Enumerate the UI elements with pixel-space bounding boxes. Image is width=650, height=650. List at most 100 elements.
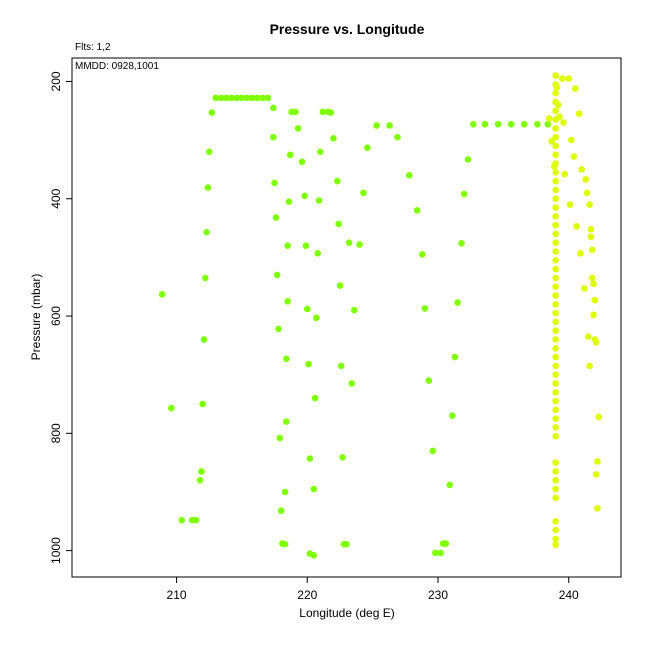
x-axis: 210 220 230 240: [167, 576, 579, 602]
data-point: [552, 406, 559, 414]
data-point: [590, 311, 597, 319]
data-point: [566, 201, 574, 208]
data-point: [552, 292, 559, 299]
data-point: [198, 468, 205, 475]
data-point: [494, 120, 502, 128]
data-point: [582, 176, 590, 183]
data-point: [460, 190, 468, 198]
data-point: [552, 336, 559, 343]
data-point: [306, 455, 314, 462]
y-axis: 200 400 600 800 1000: [49, 71, 73, 564]
data-point: [560, 119, 567, 126]
data-point: [200, 336, 208, 343]
data-point: [553, 84, 561, 91]
data-point: [578, 166, 586, 173]
data-point: [360, 189, 367, 197]
data-point: [413, 207, 421, 214]
data-point: [421, 305, 429, 312]
data-point: [520, 120, 528, 128]
y-tick-label: 400: [49, 188, 63, 208]
data-point: [373, 122, 380, 129]
data-point: [317, 148, 324, 156]
data-point: [595, 413, 603, 421]
data-point: [587, 225, 595, 233]
date-annotation: MMDD: 0928,1001: [75, 61, 159, 72]
data-point: [327, 109, 335, 116]
y-tick-label: 800: [49, 423, 63, 443]
data-point: [264, 94, 272, 102]
data-point: [552, 177, 559, 185]
data-point: [552, 415, 559, 422]
data-point: [573, 223, 580, 230]
data-point: [451, 353, 459, 361]
data-point: [283, 418, 290, 425]
data-point: [254, 94, 261, 102]
data-point: [552, 213, 559, 220]
data-point: [249, 94, 256, 102]
data-point: [270, 104, 277, 112]
data-point: [429, 447, 437, 455]
data-point: [590, 280, 597, 288]
data-point: [552, 541, 559, 549]
data-point: [586, 362, 593, 370]
data-point: [192, 516, 200, 524]
data-point: [437, 549, 444, 557]
flights-annotation: Flts: 1,2: [75, 42, 111, 53]
data-point: [588, 274, 596, 282]
data-point: [583, 189, 591, 197]
data-point: [281, 540, 289, 548]
data-point: [552, 257, 559, 264]
data-point: [228, 94, 235, 102]
data-point: [570, 153, 578, 160]
data-point: [552, 362, 559, 370]
data-point: [275, 325, 282, 333]
data-point: [311, 394, 319, 402]
plot-area: [71, 57, 622, 578]
x-tick-label: 230: [428, 588, 448, 602]
data-point: [552, 283, 559, 291]
data-point: [552, 344, 559, 352]
data-point: [552, 301, 559, 308]
data-point: [552, 535, 559, 543]
data-point: [552, 248, 559, 255]
data-point: [552, 327, 559, 334]
data-point: [565, 75, 573, 82]
data-point: [592, 339, 600, 346]
data-point: [205, 148, 213, 156]
data-points: [158, 72, 603, 559]
data-point: [585, 333, 592, 340]
data-point: [432, 549, 439, 557]
data-point: [284, 298, 291, 305]
data-point: [204, 184, 212, 191]
data-point: [339, 454, 346, 461]
data-point: [335, 220, 342, 228]
data-point: [592, 471, 600, 478]
data-point: [588, 246, 596, 254]
data-point: [552, 388, 559, 396]
data-point: [233, 94, 240, 102]
data-point: [199, 400, 207, 408]
data-point: [558, 75, 566, 82]
data-point: [552, 169, 559, 176]
data-point: [552, 485, 559, 493]
data-point: [552, 424, 559, 431]
data-point: [294, 125, 302, 132]
data-point: [298, 158, 306, 166]
data-point: [552, 204, 559, 211]
data-point: [594, 458, 601, 465]
data-point: [552, 89, 559, 97]
data-point: [301, 192, 308, 200]
data-point: [314, 249, 322, 257]
data-point: [548, 137, 556, 145]
chart-title: Pressure vs. Longitude: [270, 21, 425, 37]
data-point: [552, 494, 559, 502]
data-point: [386, 122, 393, 129]
data-point: [212, 94, 220, 102]
data-point: [587, 233, 595, 241]
data-point: [552, 133, 559, 141]
data-point: [203, 228, 210, 236]
data-point: [449, 412, 456, 420]
data-point: [238, 94, 246, 102]
data-point: [196, 476, 204, 484]
data-point: [581, 285, 588, 292]
